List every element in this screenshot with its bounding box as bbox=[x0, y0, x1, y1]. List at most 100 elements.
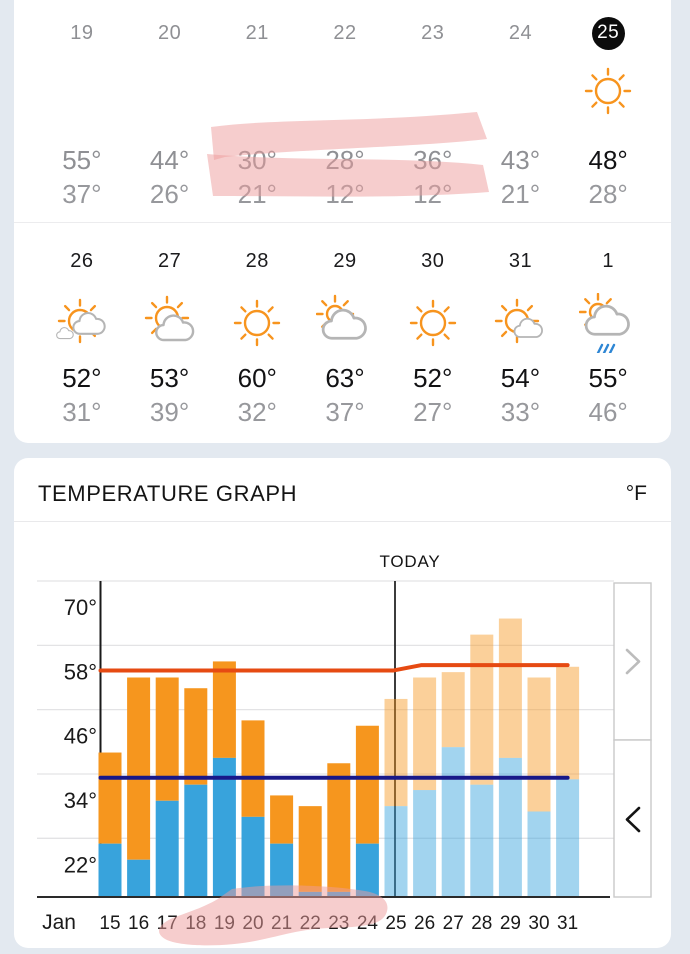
low-temp: 46° bbox=[588, 397, 628, 427]
weather-icon-slot bbox=[477, 292, 565, 354]
scroll-forward-button[interactable] bbox=[613, 582, 652, 741]
low-temp-bar-day-31[interactable] bbox=[556, 779, 580, 897]
date-label: 27 bbox=[157, 249, 182, 272]
x-tick-label-day-27: 27 bbox=[443, 913, 464, 934]
low-temp-bar-day-24[interactable] bbox=[355, 843, 379, 897]
day-column-29[interactable]: 29 63° 37° bbox=[301, 228, 389, 432]
x-tick-label-day-26: 26 bbox=[414, 913, 435, 934]
low-temp-bar-day-30[interactable] bbox=[527, 811, 551, 898]
low-temp: 21° bbox=[237, 179, 277, 209]
low-temp: 12° bbox=[413, 179, 453, 209]
low-temp-bar-day-20[interactable] bbox=[241, 816, 265, 897]
low-temp: 33° bbox=[500, 397, 541, 427]
high-temp-bar-day-18[interactable] bbox=[184, 688, 208, 785]
high-temp-bar-day-24[interactable] bbox=[355, 725, 379, 844]
sunny-icon bbox=[584, 67, 632, 115]
low-temp: 12° bbox=[325, 179, 365, 209]
low-temp-bar-day-26[interactable] bbox=[413, 790, 437, 897]
day-column-27[interactable]: 27 53° 39° bbox=[126, 228, 214, 432]
y-tick-label: 22° bbox=[64, 852, 97, 877]
high-temp-bar-day-28[interactable] bbox=[470, 634, 494, 785]
low-temp-bar-day-15[interactable] bbox=[98, 843, 122, 897]
high-temp-bar-day-29[interactable] bbox=[498, 618, 522, 758]
week-row-current: 19 55° 37° 20 44° 26° 21 30° 21° 22 28° 12° 23 36° 12°… bbox=[38, 0, 652, 214]
high-temp-bar-day-27[interactable] bbox=[441, 672, 465, 748]
unit-toggle[interactable]: °F bbox=[625, 482, 647, 505]
high-temp: 28° bbox=[325, 145, 365, 175]
today-label: TODAY bbox=[379, 552, 441, 571]
weather-icon-slot bbox=[564, 58, 652, 124]
day-column-24[interactable]: 24 43° 21° bbox=[477, 0, 565, 214]
x-tick-label-day-30: 30 bbox=[528, 913, 549, 934]
low-temp: 39° bbox=[149, 397, 190, 427]
high-temp-bar-day-23[interactable] bbox=[327, 763, 351, 892]
day-column-30[interactable]: 30 52° 27° bbox=[389, 228, 477, 432]
high-temp-bar-day-25[interactable] bbox=[384, 698, 408, 807]
day-column-21[interactable]: 21 30° 21° bbox=[213, 0, 301, 214]
date-label: 1 bbox=[602, 249, 614, 272]
high-temp-bar-day-22[interactable] bbox=[298, 806, 322, 892]
weather-icon-slot bbox=[301, 292, 389, 354]
high-temp-bar-day-16[interactable] bbox=[127, 677, 151, 860]
day-column-28[interactable]: 28 60° 32° bbox=[213, 228, 301, 432]
date-label: 19 bbox=[70, 21, 94, 44]
date-label: 20 bbox=[157, 21, 182, 44]
scroll-back-button[interactable] bbox=[613, 739, 652, 898]
empty-icon-slot bbox=[213, 58, 301, 124]
low-temp-bar-day-25[interactable] bbox=[384, 806, 408, 897]
graph-header: TEMPERATURE GRAPH °F bbox=[38, 472, 647, 516]
high-temp: 43° bbox=[500, 145, 541, 175]
empty-icon-slot bbox=[301, 58, 389, 124]
date-label: 21 bbox=[245, 21, 269, 44]
low-temp-bar-day-16[interactable] bbox=[127, 859, 151, 897]
high-temp: 63° bbox=[325, 363, 365, 393]
chevron-left-icon[interactable] bbox=[625, 806, 641, 833]
x-tick-label-day-16: 16 bbox=[128, 913, 149, 934]
high-temp-bar-day-17[interactable] bbox=[155, 677, 179, 801]
high-temp: 48° bbox=[588, 145, 628, 175]
sunny-icon bbox=[409, 299, 456, 347]
date-label: 24 bbox=[508, 21, 533, 44]
day-column-23[interactable]: 23 36° 12° bbox=[389, 0, 477, 214]
low-temp-bar-day-27[interactable] bbox=[441, 747, 465, 897]
day-column-25[interactable]: 25 48° 28° bbox=[564, 0, 652, 214]
high-temp-bar-day-20[interactable] bbox=[241, 720, 265, 817]
high-temp-bar-day-30[interactable] bbox=[527, 677, 551, 812]
day-column-26[interactable]: 26 52° 31° bbox=[38, 228, 126, 432]
day-column-20[interactable]: 20 44° 26° bbox=[126, 0, 214, 214]
date-label: 31 bbox=[508, 249, 533, 272]
high-temp: 53° bbox=[149, 363, 190, 393]
high-temp: 52° bbox=[62, 363, 102, 393]
empty-icon-slot bbox=[126, 58, 214, 124]
high-temp: 55° bbox=[588, 363, 628, 393]
low-temp: 28° bbox=[588, 179, 628, 209]
high-temp-bar-day-26[interactable] bbox=[413, 677, 437, 791]
low-temp-bar-day-17[interactable] bbox=[155, 800, 179, 897]
x-tick-label-day-29: 29 bbox=[500, 913, 521, 934]
date-label: 22 bbox=[333, 21, 357, 44]
day-column-22[interactable]: 22 28° 12° bbox=[301, 0, 389, 214]
date-label: 28 bbox=[245, 249, 269, 272]
weather-icon-slot bbox=[564, 292, 652, 354]
low-temp-bar-day-19[interactable] bbox=[212, 757, 236, 897]
low-temp-bar-day-21[interactable] bbox=[270, 843, 294, 897]
high-temp-bar-day-19[interactable] bbox=[212, 661, 236, 758]
day-column-1[interactable]: 1 55° 46° bbox=[564, 228, 652, 432]
high-temp-bar-day-21[interactable] bbox=[270, 795, 294, 844]
high-temp-bar-day-15[interactable] bbox=[98, 752, 122, 844]
forecast-calendar-card: 19 55° 37° 20 44° 26° 21 30° 21° 22 28° 12° 23 36° 12°… bbox=[14, 0, 671, 443]
low-temp-bar-day-18[interactable] bbox=[184, 784, 208, 897]
week-row-next: 26 52° 31° 27 53° 39° 28 60° 32° 29 63° 37° 30 52° 27°… bbox=[38, 228, 652, 432]
sun-with-cloud-icon bbox=[144, 295, 194, 342]
graph-title: TEMPERATURE GRAPH bbox=[38, 481, 298, 506]
low-temp-bar-day-28[interactable] bbox=[470, 784, 494, 897]
day-column-19[interactable]: 19 55° 37° bbox=[38, 0, 126, 214]
day-column-31[interactable]: 31 54° 33° bbox=[477, 228, 565, 432]
high-temp: 30° bbox=[237, 145, 277, 175]
chevron-right-icon[interactable] bbox=[625, 648, 641, 675]
today-date-badge: 25 bbox=[591, 16, 625, 50]
low-temp-bar-day-29[interactable] bbox=[498, 757, 522, 897]
low-temp: 32° bbox=[237, 397, 277, 427]
high-temp-bar-day-31[interactable] bbox=[556, 666, 580, 780]
